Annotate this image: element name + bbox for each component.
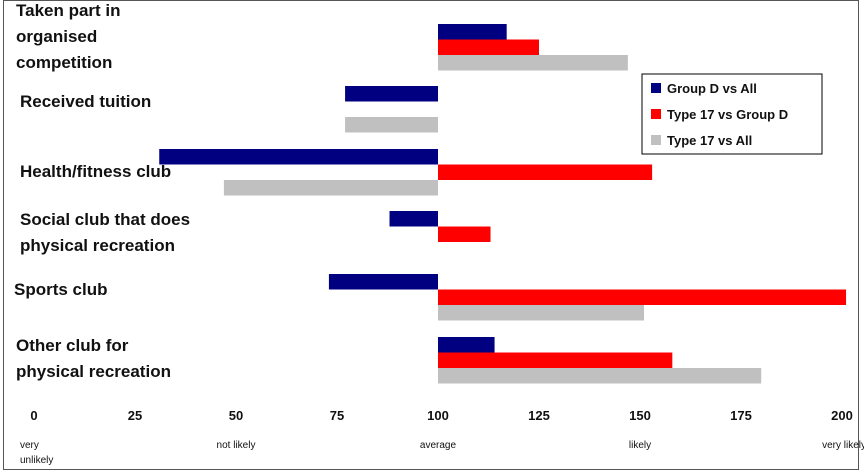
category-label: Taken part in bbox=[16, 1, 121, 20]
bar bbox=[159, 149, 439, 165]
bar bbox=[438, 164, 653, 180]
x-tick-label: 50 bbox=[229, 408, 243, 423]
bar bbox=[438, 368, 762, 384]
axis-descriptor: average bbox=[420, 440, 457, 451]
x-tick-label: 200 bbox=[831, 408, 853, 423]
category-label: physical recreation bbox=[16, 362, 171, 381]
axis-descriptor: very bbox=[20, 440, 39, 451]
bar bbox=[438, 305, 645, 321]
category-label: organised bbox=[16, 27, 97, 46]
legend-label: Type 17 vs Group D bbox=[667, 107, 788, 122]
x-tick-label: 175 bbox=[730, 408, 752, 423]
axis-descriptor: likely bbox=[629, 440, 651, 451]
bar bbox=[345, 117, 438, 133]
bar bbox=[438, 39, 539, 55]
category-label: Other club for bbox=[16, 336, 129, 355]
category-label: physical recreation bbox=[20, 236, 175, 255]
legend-label: Type 17 vs All bbox=[667, 133, 752, 148]
bar bbox=[345, 86, 438, 102]
x-tick-label: 25 bbox=[128, 408, 142, 423]
x-tick-label: 75 bbox=[330, 408, 344, 423]
x-tick-label: 150 bbox=[629, 408, 651, 423]
legend-box bbox=[641, 73, 823, 155]
category-label: Sports club bbox=[14, 280, 108, 299]
bar bbox=[328, 274, 438, 290]
bar bbox=[438, 226, 491, 242]
axis-descriptor: unlikely bbox=[20, 455, 53, 466]
axis-descriptor: very likely bbox=[822, 440, 864, 451]
category-label: Social club that does bbox=[20, 210, 190, 229]
category-label: competition bbox=[16, 53, 112, 72]
bar bbox=[438, 24, 507, 40]
bar bbox=[438, 55, 628, 71]
x-tick-label: 125 bbox=[528, 408, 550, 423]
axis-descriptor: not likely bbox=[217, 440, 256, 451]
bar bbox=[438, 337, 495, 353]
legend-swatch bbox=[651, 135, 661, 145]
bar bbox=[438, 352, 673, 368]
legend-label: Group D vs All bbox=[667, 81, 757, 96]
x-tick-label: 100 bbox=[427, 408, 449, 423]
x-tick-label: 0 bbox=[30, 408, 37, 423]
category-label: Health/fitness club bbox=[20, 162, 171, 181]
legend-swatch bbox=[651, 83, 661, 93]
legend-swatch bbox=[651, 109, 661, 119]
bar bbox=[438, 289, 847, 305]
category-label: Received tuition bbox=[20, 92, 151, 111]
bar bbox=[389, 211, 438, 227]
bar bbox=[223, 180, 438, 196]
